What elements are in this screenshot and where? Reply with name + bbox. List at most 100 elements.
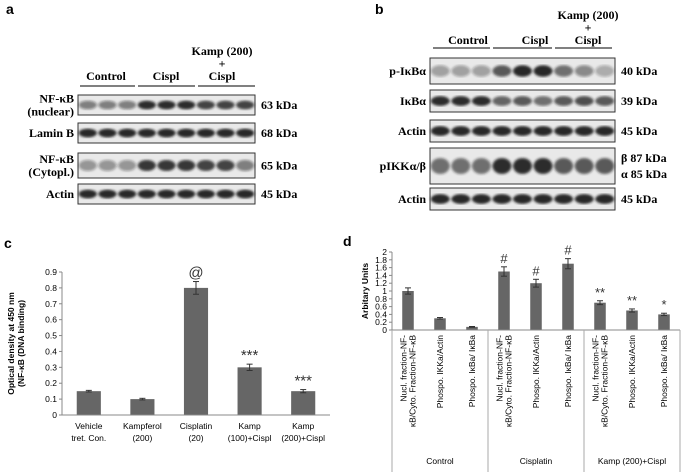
- x-tick-label: tret. Con.: [71, 433, 106, 443]
- significance-mark: ***: [294, 373, 312, 390]
- group-label: Cisplatin: [520, 456, 553, 466]
- blot-band: [216, 189, 235, 199]
- significance-mark: *: [661, 297, 666, 312]
- blot-band: [513, 96, 532, 106]
- error-bar: [85, 389, 92, 393]
- group-label: Control: [448, 33, 488, 47]
- blot-band: [430, 158, 450, 174]
- error-bar: [405, 287, 411, 295]
- blot-band: [492, 194, 512, 204]
- y-tick-label: 0.4: [45, 346, 57, 356]
- blot-band: [533, 194, 553, 204]
- blot-band: [533, 65, 553, 77]
- blot-band: [236, 128, 255, 138]
- group-label: Kamp (200)+Cispl: [598, 456, 666, 466]
- blot-band: [216, 128, 235, 138]
- molecular-weight: 68 kDa: [261, 126, 297, 140]
- blot-band: [177, 160, 196, 171]
- bar: [466, 326, 478, 330]
- x-tick-label: κB/Cyto. Fraction-NF-κB: [504, 335, 514, 427]
- blot-band: [471, 65, 491, 77]
- blot-band: [451, 96, 471, 106]
- blot-band: [98, 100, 117, 110]
- blot-band: [492, 158, 512, 174]
- panel-label: b: [375, 1, 384, 17]
- blot-band: [554, 126, 574, 136]
- y-tick-label: 0.5: [45, 331, 57, 341]
- row-label: Actin: [46, 187, 74, 201]
- row-label: p-IκBα: [389, 64, 426, 78]
- blot-band: [98, 160, 117, 171]
- blot-band: [137, 128, 156, 138]
- x-tick-label: Nucl. fraction-NF-: [495, 335, 505, 402]
- significance-mark: **: [627, 293, 637, 308]
- y-axis-label: Arbitary Units: [360, 263, 370, 319]
- bar: [402, 291, 414, 330]
- blot-bands: [78, 128, 255, 138]
- blot-band: [157, 100, 176, 110]
- bar: [183, 287, 209, 415]
- bar: [562, 263, 574, 330]
- blot-bands: [78, 189, 255, 199]
- y-tick-label: 0.6: [375, 302, 387, 312]
- y-tick-label: 0.2: [375, 317, 387, 327]
- molecular-weight: α 85 kDa: [621, 167, 667, 181]
- bar: [530, 283, 542, 330]
- blot-band: [533, 158, 553, 174]
- blot-band: [513, 126, 532, 136]
- y-tick-label: 1.6: [375, 263, 387, 273]
- blot-band: [196, 160, 215, 171]
- blot-band: [236, 189, 255, 199]
- x-tick-label: κB/Cyto. Fraction-NF-κB: [408, 335, 418, 427]
- row-label: (nuclear): [27, 105, 74, 119]
- molecular-weight: 45 kDa: [261, 187, 297, 201]
- x-tick-label: Nucl. fraction-NF-: [399, 335, 409, 402]
- blot-band: [513, 65, 532, 77]
- error-bar: [193, 281, 199, 295]
- row-label: Lamin B: [29, 126, 74, 140]
- significance-mark: #: [500, 251, 508, 266]
- x-tick-label: Phospo. IκBa/ IκBa: [467, 335, 477, 408]
- group-label: Kamp (200): [558, 8, 619, 22]
- significance-mark: #: [564, 243, 572, 258]
- molecular-weight: 45 kDa: [621, 192, 657, 206]
- blot-bands: [430, 126, 615, 136]
- blot-band: [236, 160, 255, 171]
- molecular-weight: 40 kDa: [621, 64, 657, 78]
- blot-band: [430, 96, 450, 106]
- blot-band: [471, 158, 491, 174]
- group-label: Cispl: [522, 33, 549, 47]
- error-bar: [501, 266, 507, 277]
- y-tick-label: 1: [382, 286, 387, 296]
- bar: [291, 391, 316, 415]
- blot-bands: [430, 65, 615, 77]
- significance-mark: **: [595, 285, 605, 300]
- blot-band: [451, 65, 471, 77]
- error-bar: [437, 317, 443, 320]
- group-label: Control: [86, 69, 126, 83]
- blot-bands: [430, 158, 615, 174]
- x-tick-label: Phospo. IKKa/Actin: [627, 335, 637, 409]
- bar: [237, 367, 262, 415]
- y-tick-label: 0: [52, 410, 57, 420]
- blot-bands: [430, 194, 615, 204]
- blot-band: [533, 96, 553, 106]
- row-label: NF-κB: [39, 92, 74, 106]
- x-tick-label: Cisplatin: [180, 421, 213, 431]
- error-bar: [629, 308, 635, 313]
- x-tick-label: Phospo. IKKa/Actin: [531, 335, 541, 409]
- blot-band: [78, 160, 97, 171]
- row-label: (Cytopl.): [28, 165, 74, 179]
- blot-bands: [430, 96, 615, 106]
- molecular-weight: 65 kDa: [261, 159, 297, 173]
- y-tick-label: 0.1: [45, 394, 57, 404]
- error-bar: [597, 300, 603, 306]
- y-axis-label: (NF-κB (DNA binding): [16, 300, 26, 387]
- blot-band: [196, 128, 215, 138]
- blot-band: [471, 194, 491, 204]
- significance-mark: @: [188, 265, 203, 282]
- blot-band: [137, 189, 156, 199]
- group-label: Kamp (200): [192, 44, 253, 58]
- bar: [130, 399, 155, 415]
